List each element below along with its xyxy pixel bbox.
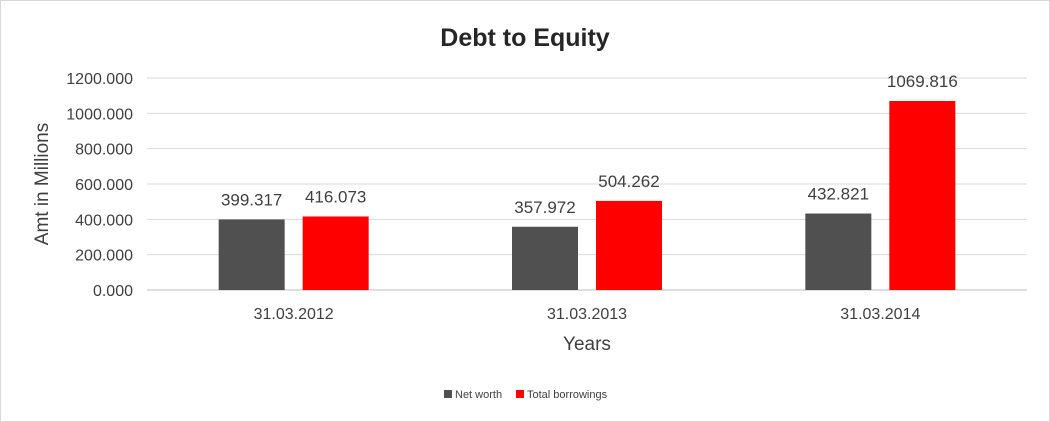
bar xyxy=(218,219,285,290)
y-axis-label: Amt in Millions xyxy=(32,123,53,245)
x-tick-label: 31.03.2014 xyxy=(840,306,920,323)
y-tick-label: 600.000 xyxy=(75,177,133,194)
x-axis-label: Years xyxy=(563,334,611,355)
legend: Net worth Total borrowings xyxy=(444,389,608,401)
y-tick-label: 0.000 xyxy=(93,283,133,300)
data-label: 399.317 xyxy=(221,190,282,209)
bar xyxy=(596,200,662,290)
bar xyxy=(889,100,956,290)
data-label: 1069.816 xyxy=(887,72,958,91)
bar xyxy=(302,216,369,290)
data-label: 357.972 xyxy=(514,198,575,217)
y-tick-label: 1200.000 xyxy=(66,71,133,88)
x-tick-label: 31.03.2013 xyxy=(547,306,627,323)
x-axis-ticks: 31.03.2012 31.03.2013 31.03.2014 xyxy=(254,306,921,323)
bars: 399.317 416.073 357.972 504.262 432.821 1069.… xyxy=(218,72,958,290)
data-label: 416.073 xyxy=(305,187,366,206)
legend-label: Net worth xyxy=(455,389,502,401)
data-label: 432.821 xyxy=(808,185,869,204)
bar xyxy=(805,213,872,290)
y-tick-label: 1000.000 xyxy=(66,106,133,123)
y-tick-label: 200.000 xyxy=(75,248,133,265)
x-tick-label: 31.03.2012 xyxy=(254,306,334,323)
y-tick-label: 800.000 xyxy=(75,142,133,159)
data-label: 504.262 xyxy=(598,172,659,191)
y-axis-ticks: 0.000 200.000 400.000 600.000 800.000 1000.00… xyxy=(66,71,133,300)
legend-label: Total borrowings xyxy=(527,389,608,401)
bar xyxy=(512,226,578,290)
chart-title: Debt to Equity xyxy=(440,24,610,52)
gridlines xyxy=(147,77,1027,291)
legend-swatch xyxy=(516,390,524,398)
y-tick-label: 400.000 xyxy=(75,212,133,229)
legend-swatch xyxy=(444,390,452,398)
